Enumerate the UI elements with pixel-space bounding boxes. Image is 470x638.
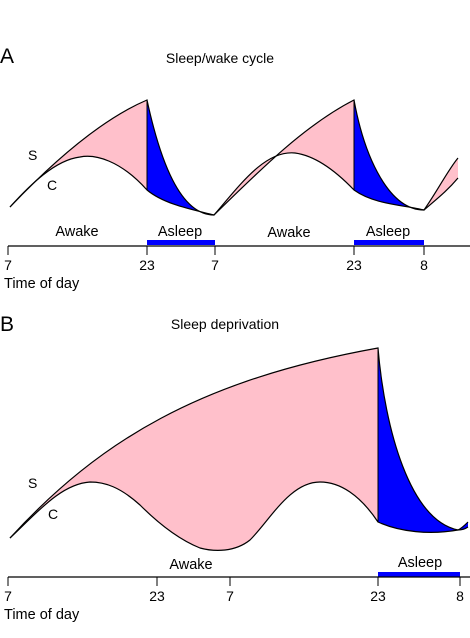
panel-b: B Sleep deprivation S C Awake Asleep 7 2… [0, 313, 470, 623]
panel-b-tick-label-5: 8 [456, 588, 464, 604]
panel-a-asleep-region-1 [147, 100, 214, 215]
panel-a-tick-label-4: 23 [346, 257, 362, 273]
panel-b-title: Sleep deprivation [171, 316, 279, 332]
panel-a-asleep-label-1: Asleep [158, 224, 202, 240]
panel-b-awake-region [10, 348, 378, 551]
panel-a-sleep-bar-1 [147, 240, 215, 245]
panel-b-letter: B [0, 313, 14, 336]
panel-a-s-label: S [28, 147, 37, 163]
panel-b-tick-label-4: 23 [370, 588, 386, 604]
panel-b-c-label: C [48, 506, 58, 522]
panel-b-sleep-bar [378, 572, 460, 577]
panel-a-asleep-label-2: Asleep [366, 224, 410, 240]
panel-a-awake-region-2 [214, 100, 354, 215]
panel-a-c-curve [9, 152, 459, 216]
panel-a-awake-region-1 [10, 100, 147, 207]
panel-a-s-curve [9, 99, 459, 216]
panel-b-tick-label-3: 7 [226, 588, 234, 604]
panel-b-tick-label-1: 7 [4, 588, 12, 604]
panel-b-tick-label-2: 23 [149, 588, 165, 604]
panel-a-c-label: C [47, 177, 57, 193]
panel-a-awake-label-1: Awake [55, 224, 98, 240]
panel-a-title: Sleep/wake cycle [166, 50, 274, 66]
panel-b-asleep-label: Asleep [398, 555, 442, 571]
panel-a: A Sleep/wake cycle S C Awake Asleep Awak… [0, 45, 470, 292]
panel-b-s-label: S [28, 475, 37, 491]
panel-a-asleep-region-2 [354, 100, 424, 210]
panel-b-awake-label: Awake [169, 557, 212, 573]
panel-a-letter: A [0, 45, 14, 68]
panel-a-tick-label-1: 7 [4, 257, 12, 273]
panel-b-asleep-region [378, 348, 458, 533]
panel-a-tick-label-2: 23 [139, 257, 155, 273]
panel-b-c-curve [9, 481, 469, 551]
panel-a-sleep-bar-2 [354, 240, 424, 245]
panel-a-tick-label-5: 8 [420, 257, 428, 273]
panel-a-tick-label-3: 7 [211, 257, 219, 273]
panel-b-axis-title: Time of day [4, 607, 80, 623]
panel-a-awake-label-2: Awake [267, 225, 310, 241]
panel-a-axis-title: Time of day [4, 276, 80, 292]
